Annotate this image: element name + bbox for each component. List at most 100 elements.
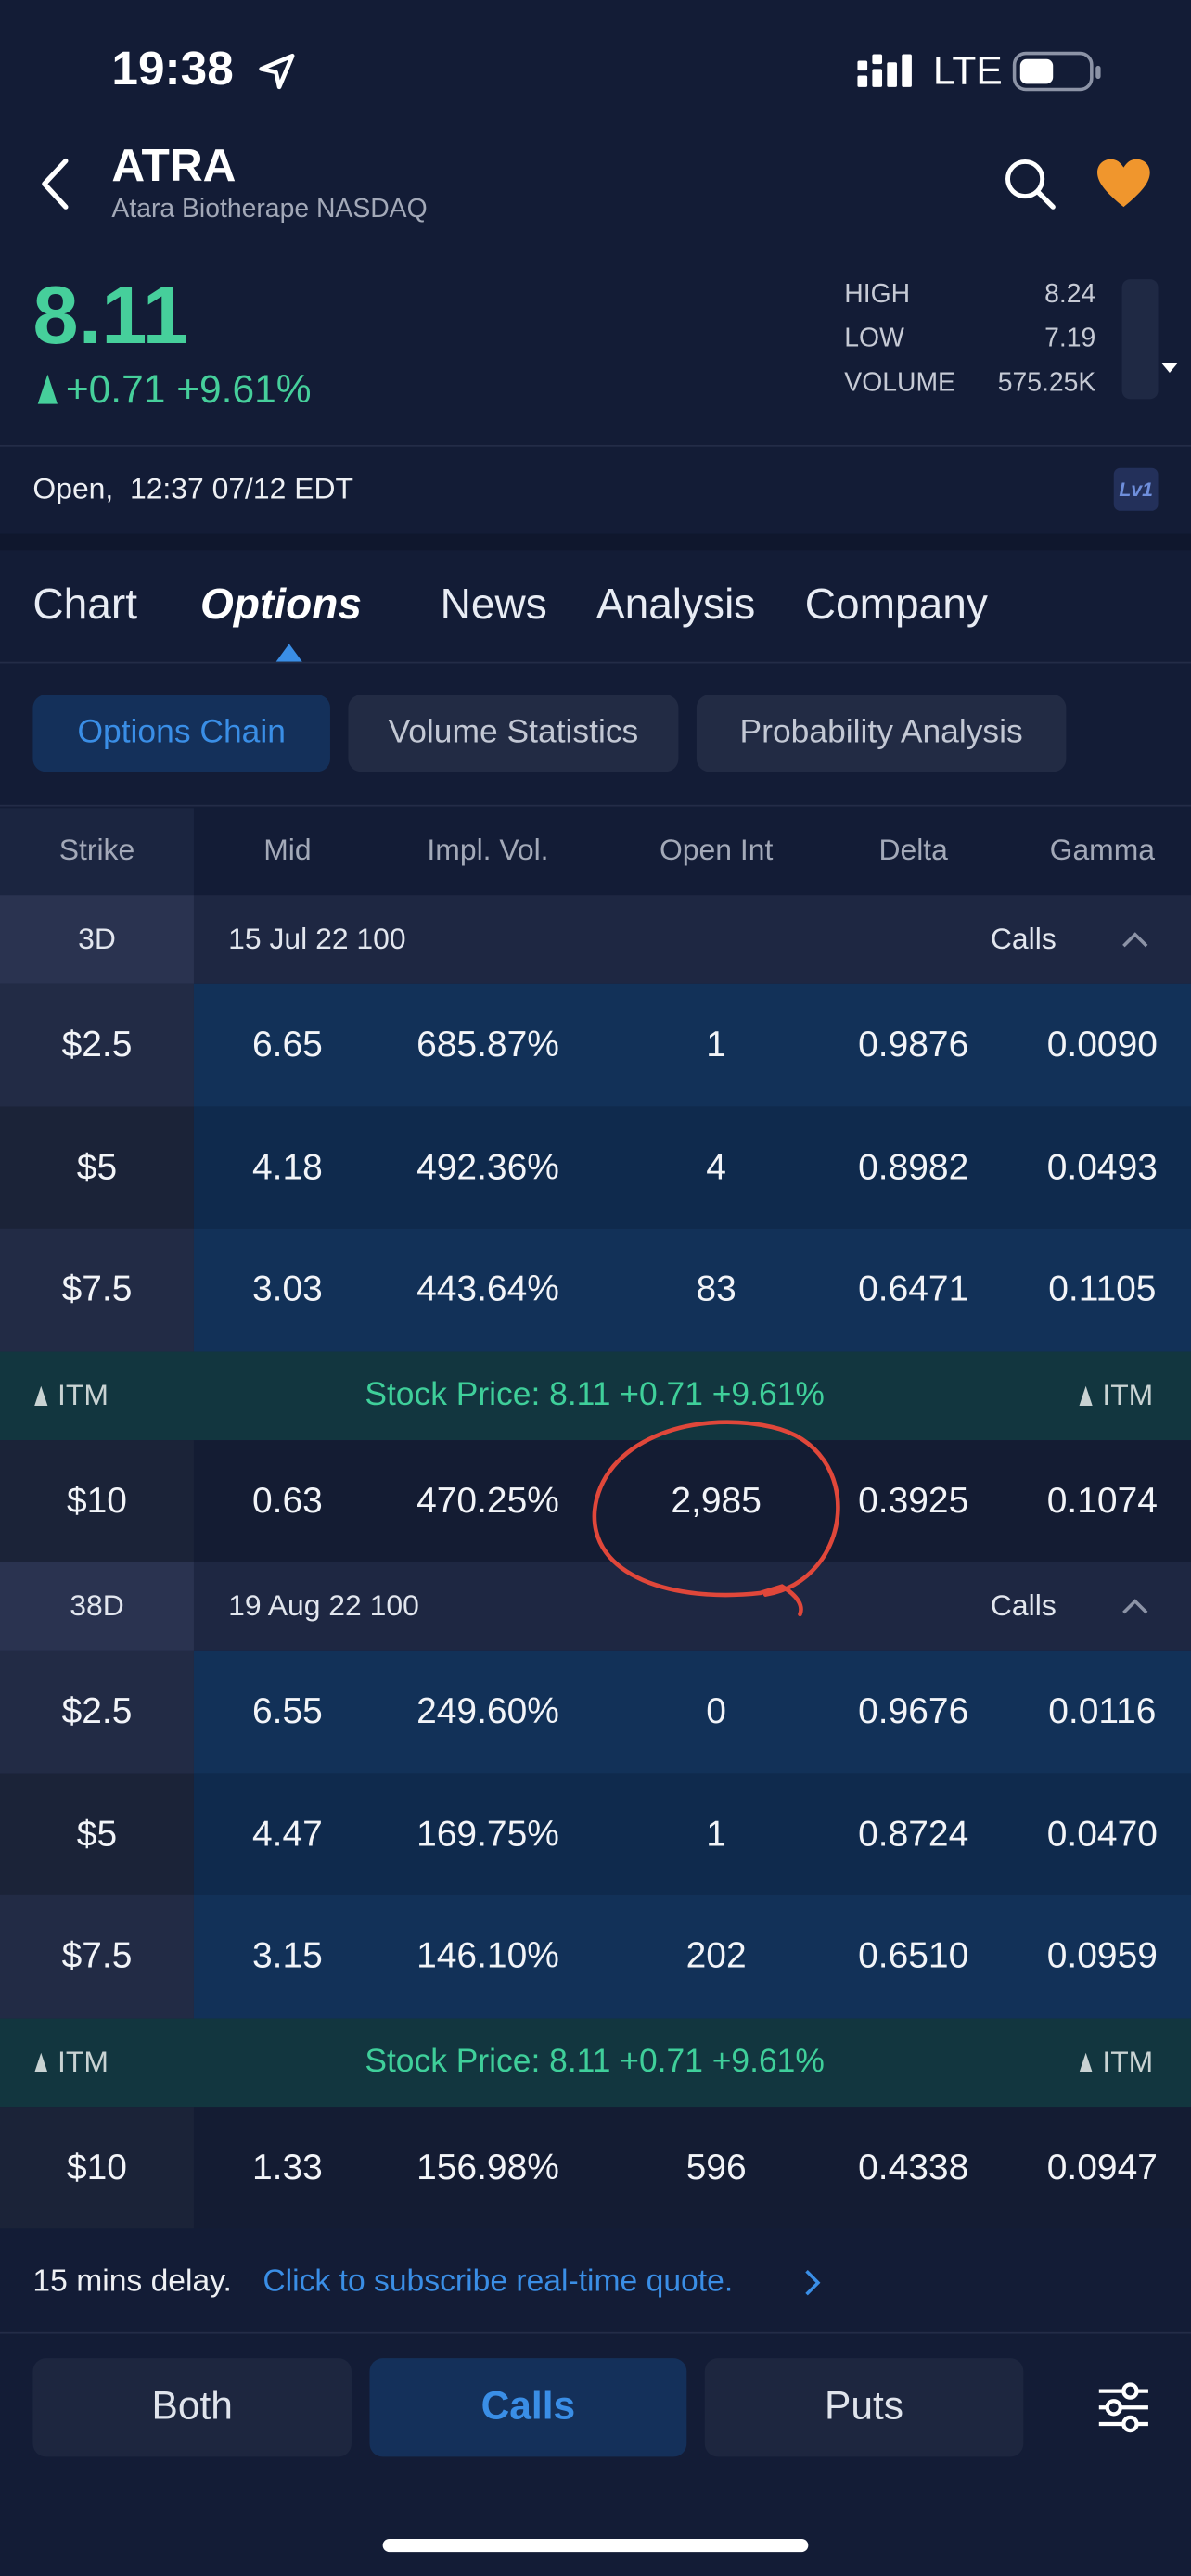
group-days-bg: [0, 895, 194, 984]
divider: [0, 804, 1191, 807]
option-value: 492.36%: [416, 1145, 559, 1187]
option-value: 146.10%: [416, 1934, 559, 1976]
strike-cell-bg: [0, 1894, 194, 2018]
option-value: 470.25%: [416, 1479, 559, 1521]
column-header: Strike: [58, 833, 135, 867]
delay-note: 15 mins delay.: [32, 2264, 232, 2300]
option-value: 0.1074: [1046, 1479, 1158, 1521]
itm-arrow: [32, 2050, 49, 2073]
strike-header-cell: [0, 808, 194, 896]
option-value: 3.03: [252, 1268, 323, 1309]
option-value: 6.55: [252, 1690, 323, 1732]
stat-label: LOW: [844, 325, 904, 353]
favorite-button[interactable]: [1095, 158, 1151, 210]
option-value: 0.0959: [1046, 1934, 1158, 1976]
divider: [0, 444, 1191, 447]
strike: $7.5: [61, 1268, 133, 1309]
back-button[interactable]: [36, 156, 76, 211]
sub-tab[interactable]: Volume Statistics: [348, 695, 679, 772]
option-value: 0: [706, 1690, 727, 1732]
stock-row-bg: [0, 2017, 1191, 2107]
location-icon: [259, 53, 295, 90]
expiry-date: 19 Aug 22 100: [228, 1588, 419, 1622]
price: 8.11: [32, 269, 188, 362]
tab[interactable]: Company: [804, 579, 988, 629]
option-value: 0.0116: [1048, 1690, 1157, 1732]
option-value: 0.8982: [858, 1145, 969, 1187]
level-badge: Lv1: [1113, 467, 1159, 511]
stats-expand[interactable]: [1121, 279, 1178, 400]
strike: $2.5: [61, 1690, 133, 1732]
option-value: 0.3925: [858, 1479, 969, 1521]
option-value: 156.98%: [416, 2146, 559, 2187]
option-value: 0.9876: [858, 1023, 969, 1065]
signal-icon: [857, 54, 912, 87]
tab-active[interactable]: Options: [200, 579, 363, 629]
option-side: Calls: [990, 1588, 1057, 1622]
option-value: 0.0493: [1046, 1145, 1158, 1187]
column-header: Open Int: [660, 833, 774, 867]
tab[interactable]: News: [440, 579, 547, 629]
ticker: ATRA: [111, 139, 237, 191]
chevron-icon: [1122, 932, 1148, 948]
row-bg: [193, 983, 1191, 1106]
group-days-bg: [0, 1562, 194, 1651]
itm-label: ITM: [57, 2044, 109, 2078]
option-value: 685.87%: [416, 1023, 559, 1065]
stock-price-line: Stock Price: 8.11 +0.71 +9.61%: [365, 2043, 825, 2080]
subscribe-link[interactable]: Click to subscribe real-time quote.: [263, 2264, 734, 2300]
stat-label: VOLUME: [844, 369, 955, 398]
row-bg: [193, 1228, 1191, 1351]
strike-cell-bg: [0, 983, 194, 1106]
option-value: 1.33: [252, 2146, 323, 2187]
collapse-chevron[interactable]: [1121, 1595, 1150, 1618]
section-gap: [0, 533, 1191, 551]
stat-label: HIGH: [844, 280, 911, 309]
settings-button[interactable]: [1094, 2381, 1153, 2434]
column-header: Mid: [263, 833, 312, 867]
strike-cell-bg: [0, 1439, 194, 1562]
tab[interactable]: Analysis: [596, 579, 756, 629]
option-value: 0.6510: [858, 1934, 969, 1976]
strike: $7.5: [61, 1934, 133, 1976]
link-chevron: [805, 2270, 821, 2296]
tab[interactable]: Chart: [32, 579, 138, 629]
option-value: 4.47: [252, 1812, 323, 1855]
network-label: LTE: [932, 49, 1003, 94]
itm-arrow: [1078, 1384, 1095, 1407]
option-value: 202: [685, 1934, 747, 1976]
filter-button[interactable]: Puts: [704, 2358, 1024, 2457]
expiry-days: 3D: [78, 922, 116, 955]
itm-label: ITM: [1102, 1377, 1154, 1411]
itm-arrow-icon: [34, 2051, 48, 2072]
search-button[interactable]: [1002, 156, 1057, 211]
battery-icon: [1012, 51, 1101, 92]
strike: $5: [76, 1145, 118, 1187]
market-status: Open, 12:37 07/12 EDT: [32, 472, 354, 505]
stock-price-line: Stock Price: 8.11 +0.71 +9.61%: [365, 1376, 825, 1413]
option-value: 249.60%: [416, 1690, 559, 1732]
option-value: 596: [685, 2146, 747, 2187]
strike: $10: [66, 1479, 128, 1521]
option-value: 83: [696, 1268, 736, 1309]
sub-tab[interactable]: Probability Analysis: [696, 695, 1067, 772]
strike: $10: [66, 2146, 128, 2187]
strike: $2.5: [61, 1023, 133, 1065]
option-value: 1: [706, 1023, 727, 1065]
filter-button[interactable]: Both: [32, 2358, 352, 2457]
home-indicator: [382, 2538, 809, 2553]
group-header-bg: [193, 895, 1191, 984]
collapse-chevron[interactable]: [1121, 928, 1150, 951]
itm-arrow: [32, 1384, 49, 1407]
strike-cell-bg: [0, 2106, 194, 2229]
itm-label: ITM: [57, 1377, 109, 1411]
option-value: 0.0470: [1046, 1812, 1158, 1855]
itm-arrow-icon: [1079, 1384, 1093, 1406]
filter-button-active[interactable]: Calls: [369, 2358, 687, 2457]
chevron-icon: [1122, 1599, 1148, 1614]
row-bg: [193, 1650, 1191, 1773]
sub-tab-active[interactable]: Options Chain: [32, 695, 330, 772]
